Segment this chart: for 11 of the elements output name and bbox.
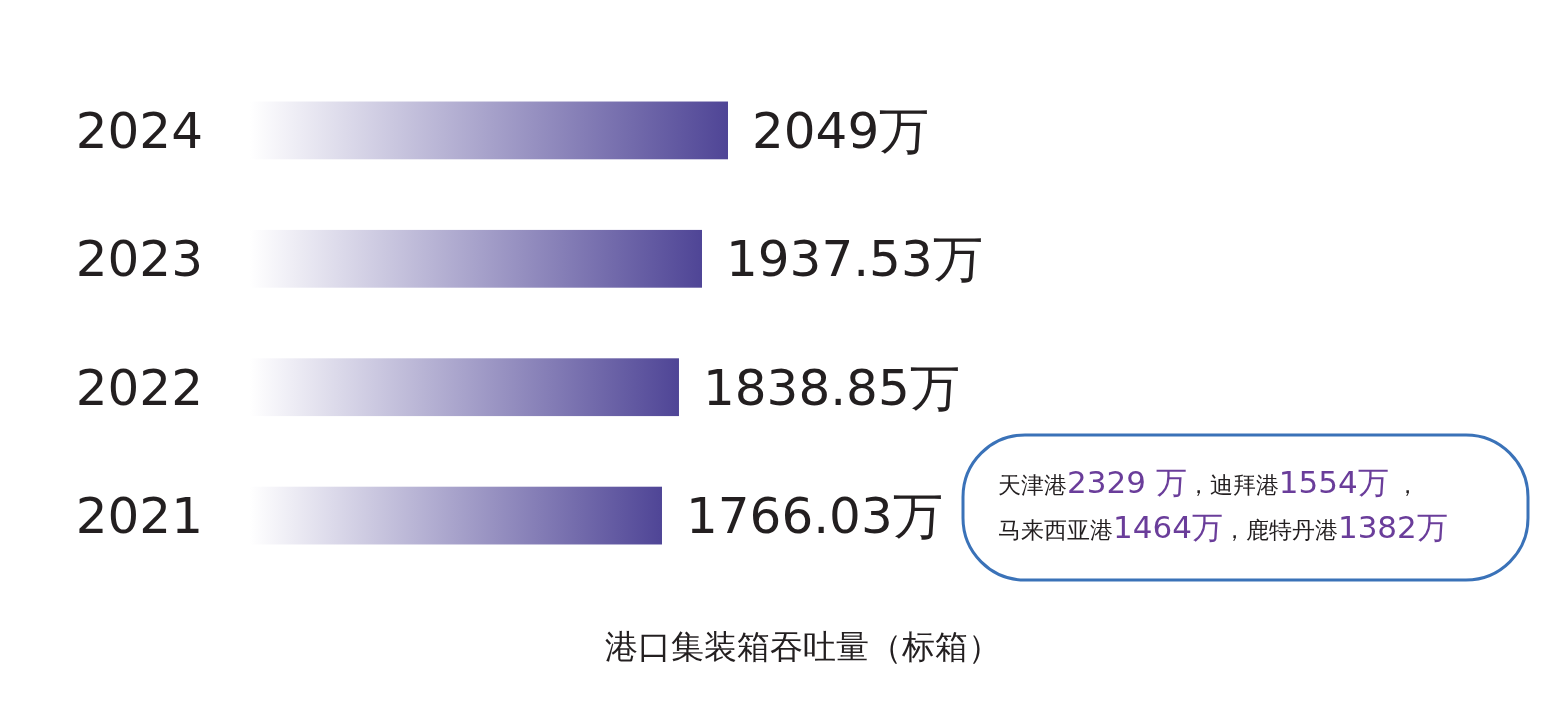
data-label: 1838.85万	[702, 358, 960, 417]
data-label: 1937.53万	[726, 230, 983, 289]
text: 马来西亚港1464万，鹿特丹港1382万	[998, 509, 1448, 545]
data-label: 2049万	[752, 101, 930, 160]
y-tick-label: 2023	[75, 230, 203, 289]
y-tick-label: 2022	[75, 358, 203, 417]
x-axis-title: 港口集装箱吞吐量（标箱）	[605, 627, 1001, 666]
y-tick-label: 2024	[75, 101, 203, 160]
text: 天津港2329 万，迪拜港1554万 ，	[998, 464, 1419, 500]
data-label: 1766.03万	[685, 487, 943, 546]
y-tick-label: 2021	[75, 487, 203, 546]
